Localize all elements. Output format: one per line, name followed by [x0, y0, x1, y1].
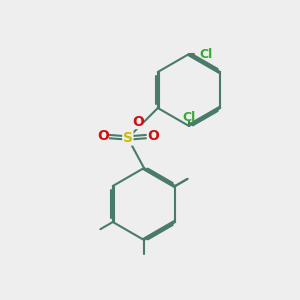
Text: O: O — [97, 130, 109, 143]
Text: S: S — [123, 131, 133, 145]
Text: Cl: Cl — [200, 47, 213, 61]
Text: O: O — [132, 115, 144, 129]
Text: O: O — [147, 130, 159, 143]
Text: Cl: Cl — [182, 111, 196, 124]
